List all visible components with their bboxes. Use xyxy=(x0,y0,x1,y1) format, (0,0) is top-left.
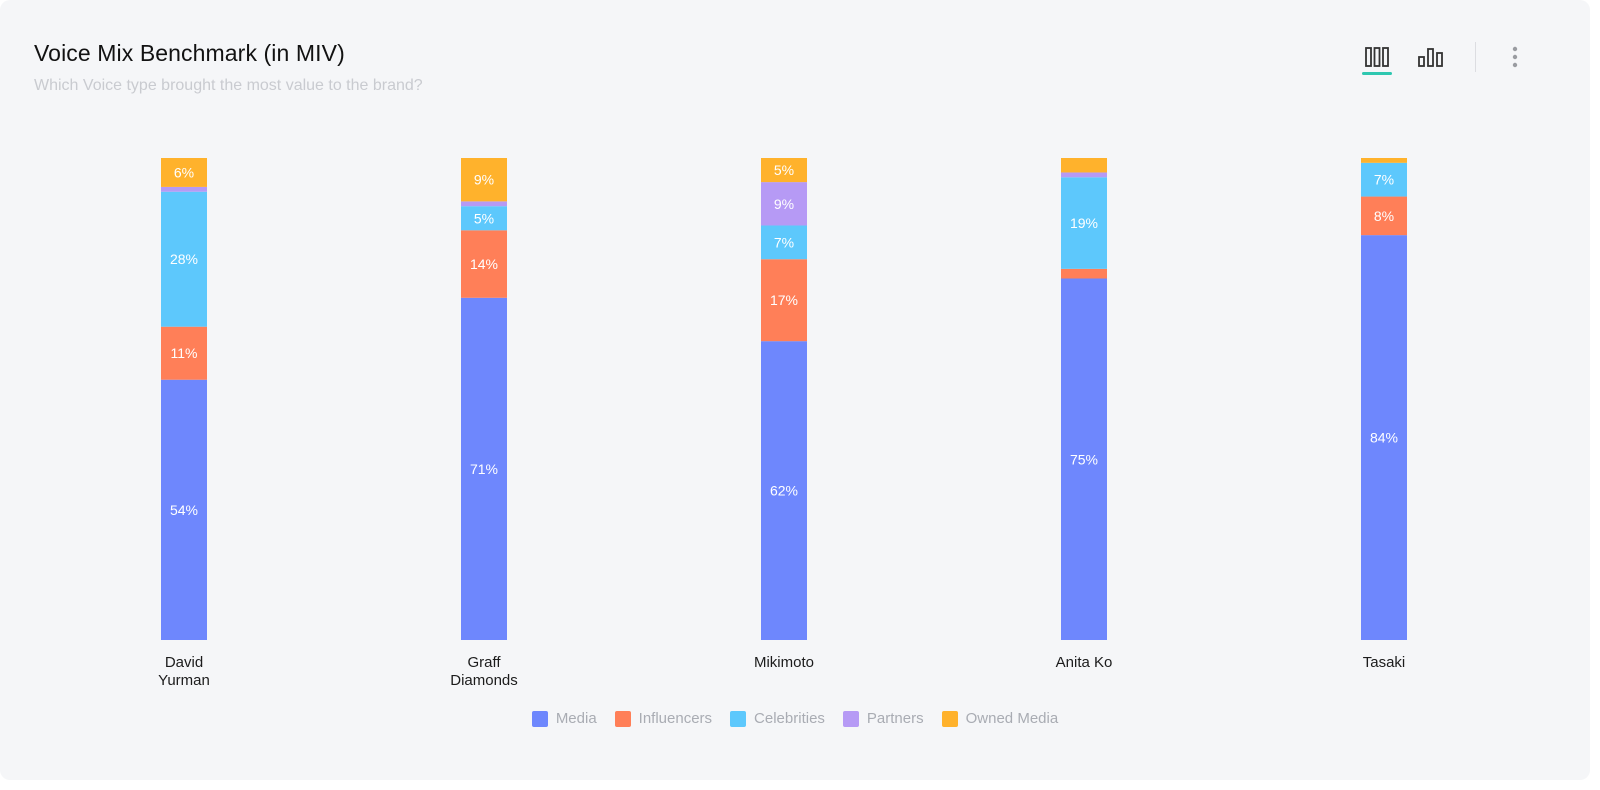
legend-swatch xyxy=(941,710,958,727)
legend-swatch xyxy=(614,710,631,727)
data-label: 11% xyxy=(171,345,198,361)
bar-segment-celebrities[interactable] xyxy=(1361,162,1407,197)
bar-segment-owned-media[interactable] xyxy=(761,158,807,183)
data-label: 5% xyxy=(774,162,794,178)
chart-legend: Media Influencers Celebrities Partners Owned… xyxy=(0,710,1590,727)
legend-item-influencers[interactable]: Influencers xyxy=(614,710,713,727)
data-label: 5% xyxy=(474,210,494,226)
x-tick-label: Yurman xyxy=(158,672,210,689)
legend-item-owned-media[interactable]: Owned Media xyxy=(941,710,1059,727)
bar-segment-influencers[interactable] xyxy=(461,230,507,298)
legend-label: Owned Media xyxy=(965,710,1059,727)
bar-segment-partners[interactable] xyxy=(461,201,507,207)
stacked-bar-view-button[interactable] xyxy=(1360,40,1394,75)
data-label: 54% xyxy=(170,502,198,518)
data-label: 84% xyxy=(1370,430,1398,446)
grouped-bar-icon xyxy=(1418,48,1443,67)
bar-segment-partners[interactable] xyxy=(1061,172,1107,178)
bar-segment-influencers[interactable] xyxy=(161,326,207,380)
legend-swatch xyxy=(842,710,859,727)
data-label: 9% xyxy=(474,172,494,188)
bar-segment-influencers[interactable] xyxy=(1361,196,1407,236)
legend-label: Influencers xyxy=(638,710,713,727)
data-label: 14% xyxy=(470,256,498,272)
x-tick-label: Mikimoto xyxy=(754,654,814,671)
bar-segment-celebrities[interactable] xyxy=(1061,177,1107,269)
data-label: 28% xyxy=(170,251,198,267)
x-tick-label: Diamonds xyxy=(450,672,518,689)
chart-title: Voice Mix Benchmark (in MIV) xyxy=(34,40,345,66)
bar-segment-media[interactable] xyxy=(1061,278,1107,641)
x-tick-label: Tasaki xyxy=(1363,654,1406,671)
data-label: 75% xyxy=(1070,451,1098,467)
more-vertical-icon xyxy=(1512,46,1518,68)
legend-swatch xyxy=(730,710,747,727)
more-options-button[interactable] xyxy=(1498,40,1532,74)
legend-item-celebrities[interactable]: Celebrities xyxy=(730,710,825,727)
bar-segment-owned-media[interactable] xyxy=(1361,158,1407,163)
bar-segment-media[interactable] xyxy=(761,341,807,640)
legend-item-media[interactable]: Media xyxy=(531,710,597,727)
toolbar-divider xyxy=(1475,42,1476,72)
bar-segment-celebrities[interactable] xyxy=(161,191,207,327)
bar-segment-media[interactable] xyxy=(161,379,207,640)
data-label: 9% xyxy=(774,196,794,212)
grouped-bar-view-button[interactable] xyxy=(1414,40,1448,74)
data-label: 19% xyxy=(1070,215,1098,231)
data-label: 71% xyxy=(470,461,498,477)
data-label: 17% xyxy=(770,292,798,308)
bar-segment-celebrities[interactable] xyxy=(761,225,807,260)
x-tick-label: Anita Ko xyxy=(1056,654,1113,671)
legend-swatch xyxy=(531,710,548,727)
legend-label: Media xyxy=(555,710,597,727)
data-label: 62% xyxy=(770,483,798,499)
data-label: 8% xyxy=(1374,208,1394,224)
data-label: 6% xyxy=(174,164,194,180)
bar-segment-partners[interactable] xyxy=(161,186,207,192)
bar-segment-media[interactable] xyxy=(461,297,507,640)
x-tick-label: David xyxy=(165,654,203,671)
data-label: 7% xyxy=(1374,172,1394,188)
chart-subtitle: Which Voice type brought the most value … xyxy=(34,77,423,94)
bar-segment-owned-media[interactable] xyxy=(1061,158,1107,173)
data-label: 7% xyxy=(774,234,794,250)
chart-toolbar xyxy=(1360,40,1540,76)
bar-segment-influencers[interactable] xyxy=(761,259,807,342)
bar-segment-partners[interactable] xyxy=(761,182,807,226)
bar-segment-owned-media[interactable] xyxy=(161,158,207,187)
stacked-bar-icon xyxy=(1365,47,1389,67)
legend-label: Celebrities xyxy=(754,710,825,727)
bar-segment-owned-media[interactable] xyxy=(461,158,507,202)
legend-item-partners[interactable]: Partners xyxy=(842,710,924,727)
bar-segment-media[interactable] xyxy=(1361,235,1407,640)
x-tick-label: Graff xyxy=(467,654,501,671)
bar-segment-celebrities[interactable] xyxy=(461,206,507,231)
bar-segment-influencers[interactable] xyxy=(1061,268,1107,279)
legend-label: Partners xyxy=(866,710,924,727)
